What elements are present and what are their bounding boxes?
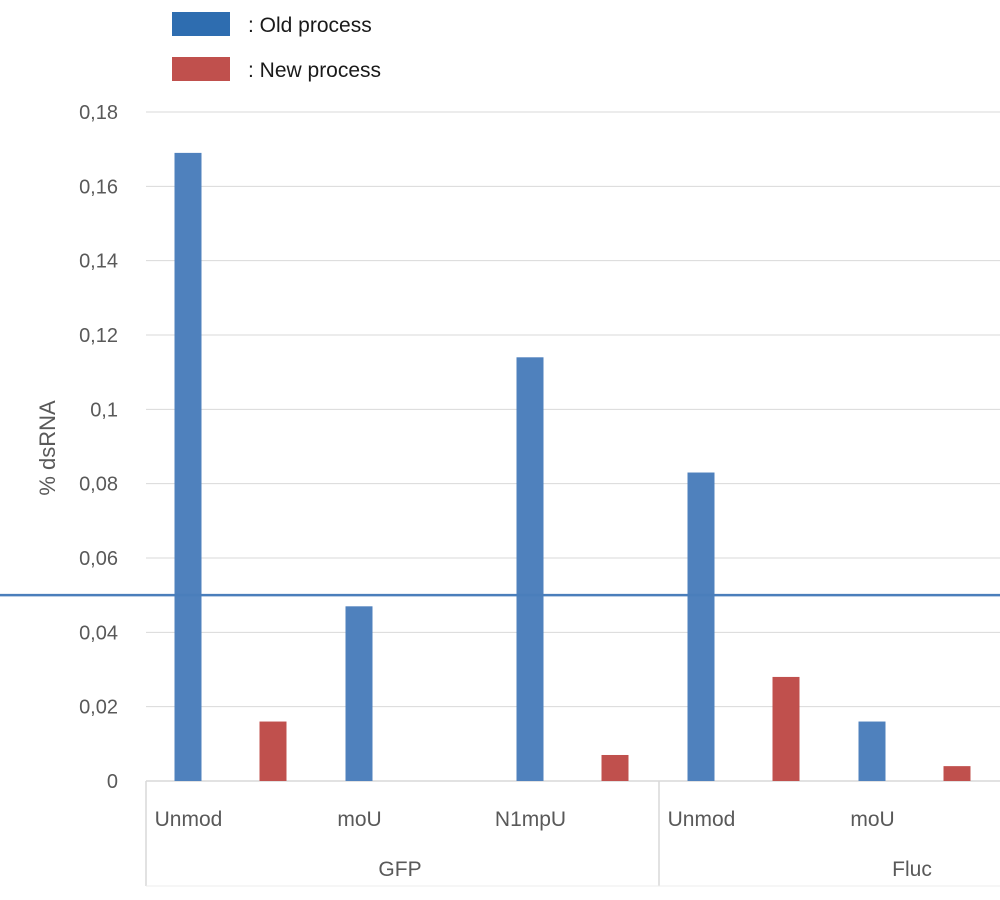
y-tick-label: 0,04 [79,622,118,644]
new-process-bar [601,754,629,781]
legend-label: : Old process [248,14,372,37]
y-tick-label: 0,06 [79,548,118,570]
new-process-bar [772,676,800,781]
category-labels: UnmodmoUN1mpUUnmodmoUN1mpUGFPFluc [155,808,932,881]
group-label: Fluc [892,858,932,881]
new-process-bar [943,766,971,781]
category-label: N1mpU [495,808,566,831]
y-tick-label: 0,14 [79,251,118,273]
y-tick-label: 0,18 [79,102,118,124]
y-tick-label: 0 [107,771,118,793]
bars [174,152,971,782]
old-process-bar [858,721,886,781]
y-tick-labels: 0 0,02 0,04 0,06 0,08 0,1 0,12 0,14 0,16 0,18 [79,102,118,793]
y-tick-label: 0,02 [79,697,118,719]
gridlines [146,111,1000,708]
category-label: moU [850,808,894,831]
legend-swatch [172,12,230,36]
new-process-bar [259,721,287,781]
y-axis-label: % dsRNA [35,400,60,496]
old-process-bar [345,606,373,781]
y-tick-label: 0,08 [79,474,118,496]
y-tick-label: 0,16 [79,176,118,198]
legend: : Old process : New process [172,12,381,82]
y-tick-label: 0,1 [90,399,118,421]
legend-label: : New process [248,59,381,82]
category-label: moU [337,808,381,831]
group-label: GFP [378,858,421,881]
category-label: Unmod [155,808,223,831]
old-process-bar [516,357,544,781]
legend-swatch [172,57,230,81]
y-tick-label: 0,12 [79,325,118,347]
old-process-bar [687,472,715,781]
old-process-bar [174,152,202,782]
axes [145,780,1000,887]
category-label: Unmod [668,808,736,831]
